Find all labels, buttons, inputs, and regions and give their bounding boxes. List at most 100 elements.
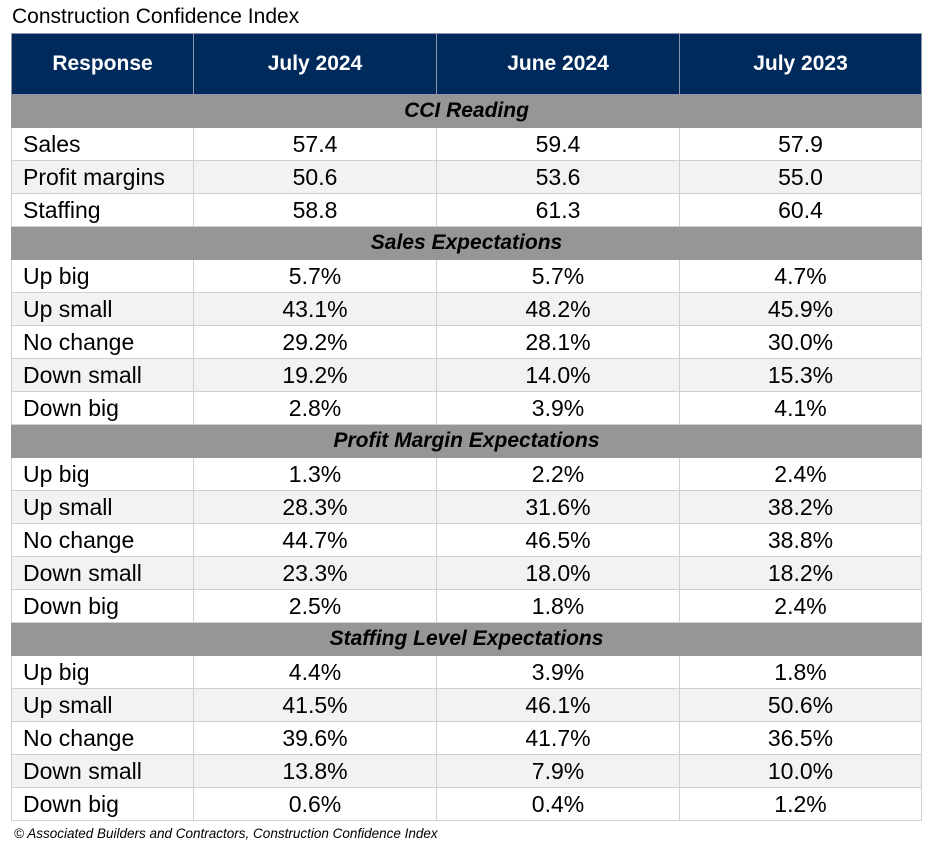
value-cell: 2.5% <box>193 589 437 623</box>
value-cell: 2.8% <box>193 391 437 425</box>
value-cell: 48.2% <box>436 292 680 326</box>
value-cell: 50.6% <box>679 688 922 722</box>
row-label: No change <box>11 325 194 359</box>
value-cell: 30.0% <box>679 325 922 359</box>
value-cell: 7.9% <box>436 754 680 788</box>
value-cell: 2.4% <box>679 457 922 491</box>
table-row: Down small 23.3% 18.0% 18.2% <box>11 556 922 590</box>
table-row: Down small 13.8% 7.9% 10.0% <box>11 754 922 788</box>
value-cell: 13.8% <box>193 754 437 788</box>
value-cell: 15.3% <box>679 358 922 392</box>
row-label: Up big <box>11 655 194 689</box>
table-row: Down big 2.5% 1.8% 2.4% <box>11 589 922 623</box>
row-label: Up big <box>11 457 194 491</box>
value-cell: 2.2% <box>436 457 680 491</box>
value-cell: 38.2% <box>679 490 922 524</box>
value-cell: 5.7% <box>436 259 680 293</box>
section-title: Profit Margin Expectations <box>11 424 922 458</box>
value-cell: 57.4 <box>193 127 437 161</box>
section-title: CCI Reading <box>11 94 922 128</box>
section-title: Sales Expectations <box>11 226 922 260</box>
row-label: No change <box>11 721 194 755</box>
value-cell: 4.4% <box>193 655 437 689</box>
row-label: No change <box>11 523 194 557</box>
value-cell: 59.4 <box>436 127 680 161</box>
value-cell: 53.6 <box>436 160 680 194</box>
value-cell: 28.3% <box>193 490 437 524</box>
section-row: CCI Reading <box>11 94 922 128</box>
section-title: Staffing Level Expectations <box>11 622 922 656</box>
row-label: Down big <box>11 391 194 425</box>
row-label: Sales <box>11 127 194 161</box>
value-cell: 1.8% <box>436 589 680 623</box>
value-cell: 45.9% <box>679 292 922 326</box>
value-cell: 39.6% <box>193 721 437 755</box>
header-response: Response <box>11 33 194 95</box>
header-row: Response July 2024 June 2024 July 2023 <box>11 33 922 95</box>
value-cell: 19.2% <box>193 358 437 392</box>
section-row: Sales Expectations <box>11 226 922 260</box>
row-label: Down small <box>11 358 194 392</box>
table-body: CCI Reading Sales 57.4 59.4 57.9 Profit margi… <box>11 94 922 821</box>
value-cell: 4.1% <box>679 391 922 425</box>
table-row: Down big 2.8% 3.9% 4.1% <box>11 391 922 425</box>
cci-table: Response July 2024 June 2024 July 2023 C… <box>11 33 922 821</box>
value-cell: 0.6% <box>193 787 437 821</box>
section-row: Profit Margin Expectations <box>11 424 922 458</box>
value-cell: 61.3 <box>436 193 680 227</box>
value-cell: 36.5% <box>679 721 922 755</box>
row-label: Down small <box>11 556 194 590</box>
value-cell: 2.4% <box>679 589 922 623</box>
value-cell: 44.7% <box>193 523 437 557</box>
row-label: Up small <box>11 688 194 722</box>
value-cell: 18.2% <box>679 556 922 590</box>
value-cell: 28.1% <box>436 325 680 359</box>
value-cell: 46.5% <box>436 523 680 557</box>
value-cell: 60.4 <box>679 193 922 227</box>
value-cell: 50.6 <box>193 160 437 194</box>
value-cell: 41.7% <box>436 721 680 755</box>
value-cell: 4.7% <box>679 259 922 293</box>
value-cell: 46.1% <box>436 688 680 722</box>
value-cell: 41.5% <box>193 688 437 722</box>
value-cell: 55.0 <box>679 160 922 194</box>
value-cell: 1.3% <box>193 457 437 491</box>
table-row: Up big 1.3% 2.2% 2.4% <box>11 457 922 491</box>
source-note: © Associated Builders and Contractors, C… <box>14 826 438 841</box>
value-cell: 38.8% <box>679 523 922 557</box>
table-row: No change 29.2% 28.1% 30.0% <box>11 325 922 359</box>
value-cell: 10.0% <box>679 754 922 788</box>
section-row: Staffing Level Expectations <box>11 622 922 656</box>
value-cell: 3.9% <box>436 655 680 689</box>
row-label: Up small <box>11 292 194 326</box>
table-row: Sales 57.4 59.4 57.9 <box>11 127 922 161</box>
value-cell: 31.6% <box>436 490 680 524</box>
value-cell: 43.1% <box>193 292 437 326</box>
row-label: Down small <box>11 754 194 788</box>
table-row: Up big 4.4% 3.9% 1.8% <box>11 655 922 689</box>
value-cell: 1.8% <box>679 655 922 689</box>
table-row: Down small 19.2% 14.0% 15.3% <box>11 358 922 392</box>
table-row: No change 39.6% 41.7% 36.5% <box>11 721 922 755</box>
table-row: Profit margins 50.6 53.6 55.0 <box>11 160 922 194</box>
row-label: Profit margins <box>11 160 194 194</box>
value-cell: 23.3% <box>193 556 437 590</box>
value-cell: 14.0% <box>436 358 680 392</box>
value-cell: 5.7% <box>193 259 437 293</box>
table-row: No change 44.7% 46.5% 38.8% <box>11 523 922 557</box>
row-label: Down big <box>11 589 194 623</box>
value-cell: 1.2% <box>679 787 922 821</box>
row-label: Up small <box>11 490 194 524</box>
table-row: Staffing 58.8 61.3 60.4 <box>11 193 922 227</box>
table-row: Up small 28.3% 31.6% 38.2% <box>11 490 922 524</box>
value-cell: 57.9 <box>679 127 922 161</box>
row-label: Staffing <box>11 193 194 227</box>
header-july-2024: July 2024 <box>193 33 437 95</box>
table-row: Down big 0.6% 0.4% 1.2% <box>11 787 922 821</box>
table-title: Construction Confidence Index <box>12 5 300 28</box>
header-july-2023: July 2023 <box>679 33 922 95</box>
row-label: Up big <box>11 259 194 293</box>
table-row: Up big 5.7% 5.7% 4.7% <box>11 259 922 293</box>
value-cell: 3.9% <box>436 391 680 425</box>
value-cell: 0.4% <box>436 787 680 821</box>
